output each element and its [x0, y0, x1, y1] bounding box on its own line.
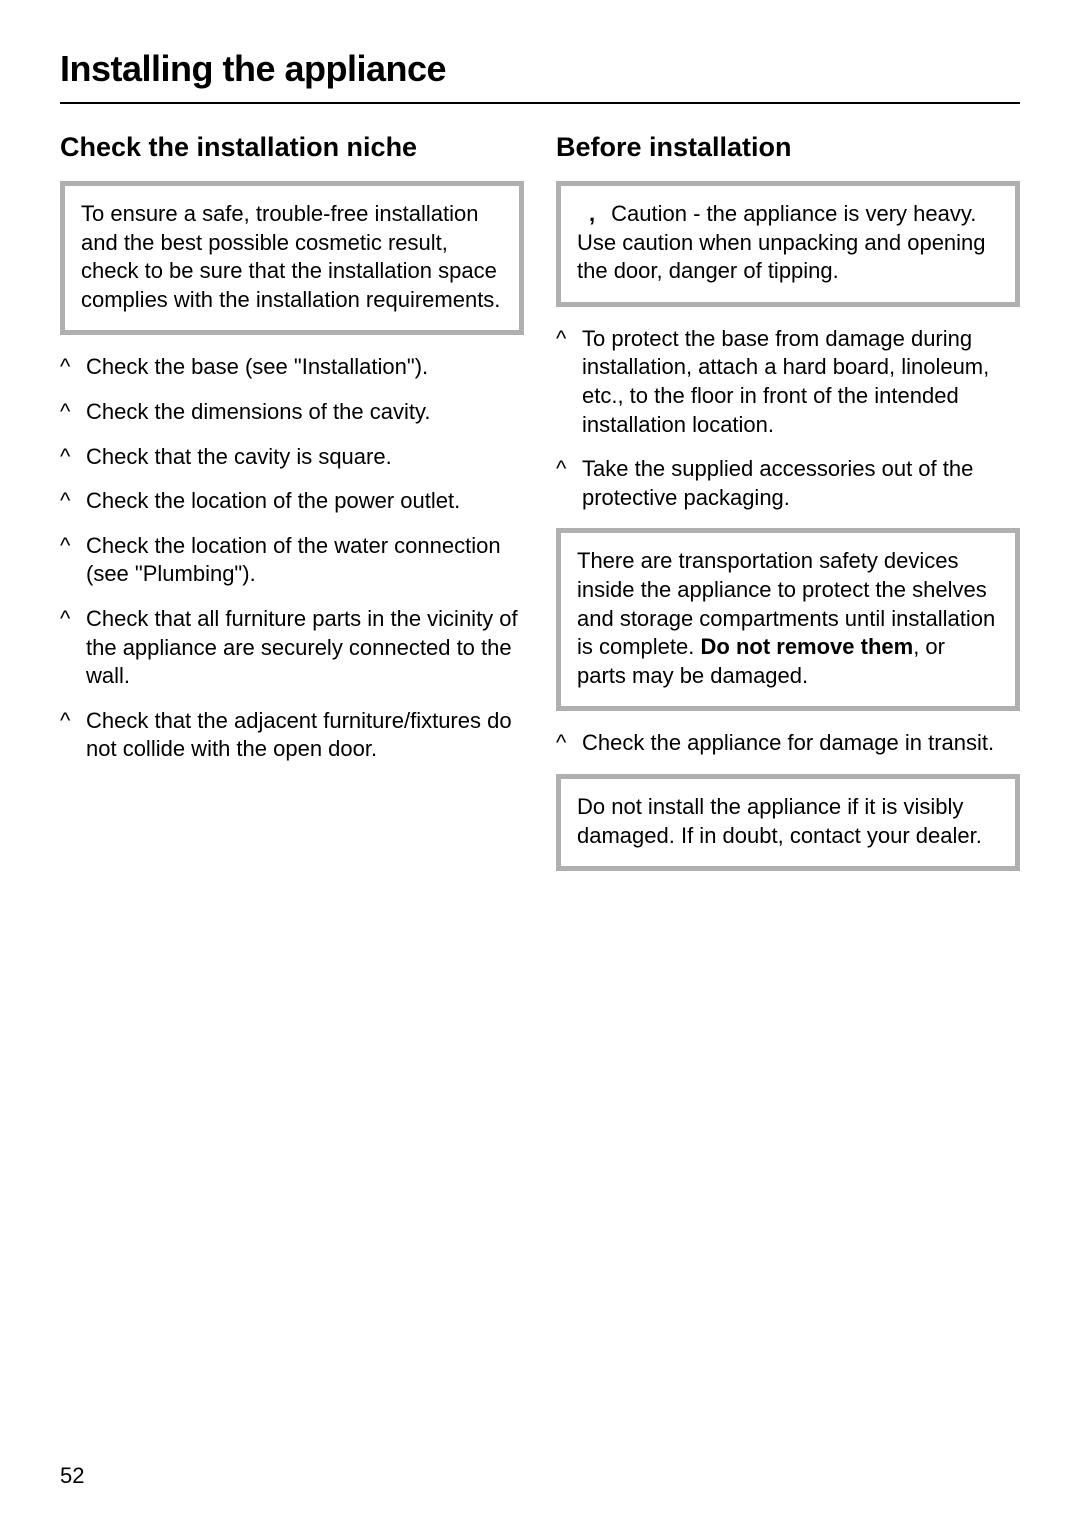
list-item: Check that the cavity is square. [60, 443, 524, 472]
damage-box: Do not install the appliance if it is vi… [556, 774, 1020, 871]
page-number: 52 [60, 1463, 84, 1489]
list-item: To protect the base from damage during i… [556, 325, 1020, 439]
page-title: Installing the appliance [60, 48, 1020, 104]
caution-text: Caution - the appliance is very heavy. U… [577, 201, 986, 283]
box2-bold: Do not remove them [701, 634, 914, 659]
list-item: Check the base (see "Installation"). [60, 353, 524, 382]
list-item: Check the location of the water connecti… [60, 532, 524, 589]
list-item: Check that all furniture parts in the vi… [60, 605, 524, 691]
two-column-layout: Check the installation niche To ensure a… [60, 132, 1020, 889]
left-heading: Check the installation niche [60, 132, 524, 163]
caution-box: ,Caution - the appliance is very heavy. … [556, 181, 1020, 307]
right-list-a: To protect the base from damage during i… [556, 325, 1020, 513]
left-check-list: Check the base (see "Installation"). Che… [60, 353, 524, 764]
warning-icon: , [589, 200, 595, 229]
list-item: Take the supplied accessories out of the… [556, 455, 1020, 512]
right-heading: Before installation [556, 132, 1020, 163]
page: Installing the appliance Check the insta… [0, 0, 1080, 1529]
list-item: Check the dimensions of the cavity. [60, 398, 524, 427]
left-info-box: To ensure a safe, trouble-free installat… [60, 181, 524, 335]
right-column: Before installation ,Caution - the appli… [556, 132, 1020, 889]
list-item: Check that the adjacent furniture/fixtur… [60, 707, 524, 764]
right-list-b: Check the appliance for damage in transi… [556, 729, 1020, 758]
list-item: Check the location of the power outlet. [60, 487, 524, 516]
transport-safety-box: There are transportation safety devices … [556, 528, 1020, 711]
list-item: Check the appliance for damage in transi… [556, 729, 1020, 758]
left-column: Check the installation niche To ensure a… [60, 132, 524, 889]
